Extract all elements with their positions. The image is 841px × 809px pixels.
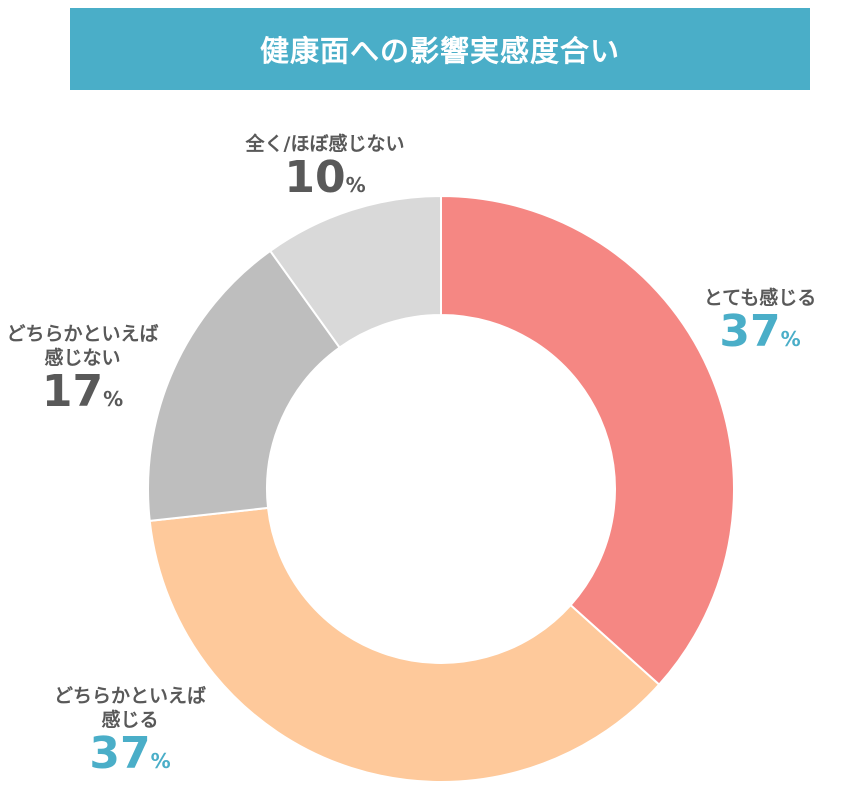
chart-title: 健康面への影響実感度合い (259, 34, 620, 68)
label-slice-2: どちらかといえば 感じない 17% (0, 322, 165, 414)
value-unit: % (345, 173, 366, 197)
donut-slice-2 (147, 249, 341, 522)
label-slice-0-value: 37% (680, 310, 840, 354)
label-slice-0: とても感じる 37% (680, 286, 840, 354)
value-unit: % (103, 387, 124, 411)
label-slice-3: 全く/ほぼ感じない 10% (225, 132, 425, 200)
value-number: 10 (284, 152, 346, 203)
donut-slice-0 (440, 194, 735, 687)
label-slice-3-category: 全く/ほぼ感じない (245, 133, 405, 155)
value-number: 37 (89, 728, 151, 779)
label-slice-1-value: 37% (30, 732, 230, 776)
label-slice-3-value: 10% (225, 156, 425, 200)
donut-slice-3 (268, 194, 442, 349)
label-slice-2-category-line1: どちらかといえば (6, 323, 159, 345)
value-unit: % (150, 749, 171, 773)
label-slice-2-category-line2: 感じない (44, 347, 121, 369)
label-slice-0-category: とても感じる (703, 287, 817, 309)
value-unit: % (780, 327, 801, 351)
label-slice-1-category-line2: 感じる (101, 709, 159, 731)
value-number: 37 (719, 306, 781, 357)
label-slice-1: どちらかといえば 感じる 37% (30, 684, 230, 776)
chart-title-bar: 健康面への影響実感度合い (70, 8, 810, 90)
label-slice-2-value: 17% (0, 370, 165, 414)
label-slice-1-category-line1: どちらかといえば (53, 685, 206, 707)
donut-slice-1 (148, 506, 661, 783)
value-number: 17 (41, 366, 104, 417)
